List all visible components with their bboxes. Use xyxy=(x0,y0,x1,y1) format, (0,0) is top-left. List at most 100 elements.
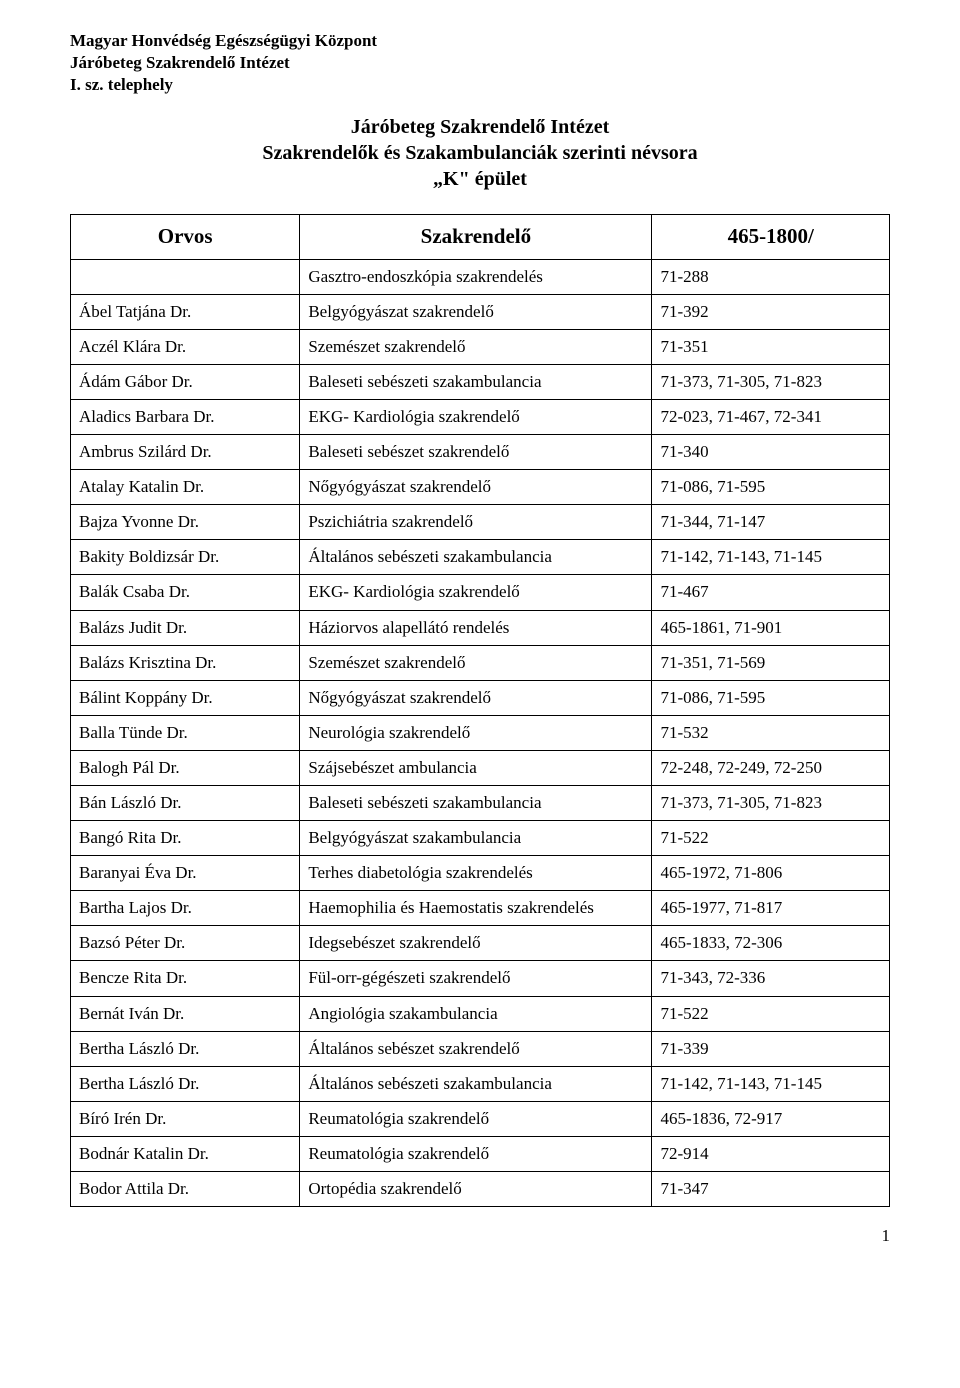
title-line-3: „K" épület xyxy=(70,166,890,192)
table-row: Bakity Boldizsár Dr.Általános sebészeti … xyxy=(71,540,890,575)
cell-doctor: Bodnár Katalin Dr. xyxy=(71,1136,300,1171)
table-row: Gasztro-endoszkópia szakrendelés71-288 xyxy=(71,259,890,294)
cell-doctor: Balázs Krisztina Dr. xyxy=(71,645,300,680)
cell-doctor: Bodor Attila Dr. xyxy=(71,1172,300,1207)
cell-department: Nőgyógyászat szakrendelő xyxy=(300,680,652,715)
cell-department: Háziorvos alapellátó rendelés xyxy=(300,610,652,645)
cell-extension: 71-467 xyxy=(652,575,890,610)
cell-extension: 72-023, 71-467, 72-341 xyxy=(652,399,890,434)
org-line-3: I. sz. telephely xyxy=(70,74,890,96)
cell-department: Fül-orr-gégészeti szakrendelő xyxy=(300,961,652,996)
cell-doctor: Ambrus Szilárd Dr. xyxy=(71,435,300,470)
table-row: Bíró Irén Dr.Reumatológia szakrendelő465… xyxy=(71,1101,890,1136)
cell-doctor: Bajza Yvonne Dr. xyxy=(71,505,300,540)
org-line-2: Járóbeteg Szakrendelő Intézet xyxy=(70,52,890,74)
table-row: Ábel Tatjána Dr.Belgyógyászat szakrendel… xyxy=(71,294,890,329)
cell-extension: 71-086, 71-595 xyxy=(652,470,890,505)
column-header-extension: 465-1800/ xyxy=(652,215,890,259)
cell-department: Belgyógyászat szakrendelő xyxy=(300,294,652,329)
cell-department: Nőgyógyászat szakrendelő xyxy=(300,470,652,505)
cell-department: Gasztro-endoszkópia szakrendelés xyxy=(300,259,652,294)
cell-extension: 72-248, 72-249, 72-250 xyxy=(652,750,890,785)
table-row: Bazsó Péter Dr.Idegsebészet szakrendelő4… xyxy=(71,926,890,961)
cell-doctor: Aczél Klára Dr. xyxy=(71,329,300,364)
table-row: Bodnár Katalin Dr.Reumatológia szakrende… xyxy=(71,1136,890,1171)
cell-doctor: Bencze Rita Dr. xyxy=(71,961,300,996)
table-row: Bangó Rita Dr.Belgyógyászat szakambulanc… xyxy=(71,821,890,856)
cell-extension: 71-522 xyxy=(652,996,890,1031)
cell-doctor: Bernát Iván Dr. xyxy=(71,996,300,1031)
cell-department: Belgyógyászat szakambulancia xyxy=(300,821,652,856)
cell-doctor: Balogh Pál Dr. xyxy=(71,750,300,785)
table-row: Balogh Pál Dr.Szájsebészet ambulancia72-… xyxy=(71,750,890,785)
table-row: Bencze Rita Dr.Fül-orr-gégészeti szakren… xyxy=(71,961,890,996)
document-title: Járóbeteg Szakrendelő Intézet Szakrendel… xyxy=(70,114,890,192)
cell-extension: 71-522 xyxy=(652,821,890,856)
cell-extension: 71-288 xyxy=(652,259,890,294)
cell-doctor: Balázs Judit Dr. xyxy=(71,610,300,645)
table-row: Bálint Koppány Dr.Nőgyógyászat szakrende… xyxy=(71,680,890,715)
cell-extension: 71-347 xyxy=(652,1172,890,1207)
doctor-directory-table: Orvos Szakrendelő 465-1800/ Gasztro-endo… xyxy=(70,214,890,1207)
table-row: Ambrus Szilárd Dr.Baleseti sebészet szak… xyxy=(71,435,890,470)
cell-department: Általános sebészeti szakambulancia xyxy=(300,1066,652,1101)
cell-doctor: Atalay Katalin Dr. xyxy=(71,470,300,505)
title-line-1: Járóbeteg Szakrendelő Intézet xyxy=(70,114,890,140)
column-header-department: Szakrendelő xyxy=(300,215,652,259)
cell-doctor: Bíró Irén Dr. xyxy=(71,1101,300,1136)
cell-extension: 465-1833, 72-306 xyxy=(652,926,890,961)
cell-extension: 71-392 xyxy=(652,294,890,329)
title-line-2: Szakrendelők és Szakambulanciák szerinti… xyxy=(70,140,890,166)
table-row: Aczél Klára Dr.Szemészet szakrendelő71-3… xyxy=(71,329,890,364)
table-row: Aladics Barbara Dr.EKG- Kardiológia szak… xyxy=(71,399,890,434)
cell-department: Baleseti sebészeti szakambulancia xyxy=(300,364,652,399)
cell-department: Szájsebészet ambulancia xyxy=(300,750,652,785)
cell-department: Baleseti sebészeti szakambulancia xyxy=(300,785,652,820)
org-line-1: Magyar Honvédség Egészségügyi Központ xyxy=(70,30,890,52)
cell-department: Baleseti sebészet szakrendelő xyxy=(300,435,652,470)
column-header-doctor: Orvos xyxy=(71,215,300,259)
cell-department: EKG- Kardiológia szakrendelő xyxy=(300,575,652,610)
cell-doctor: Balla Tünde Dr. xyxy=(71,715,300,750)
cell-extension: 71-351 xyxy=(652,329,890,364)
cell-extension: 465-1977, 71-817 xyxy=(652,891,890,926)
cell-department: Általános sebészet szakrendelő xyxy=(300,1031,652,1066)
table-row: Balázs Krisztina Dr.Szemészet szakrendel… xyxy=(71,645,890,680)
cell-extension: 465-1836, 72-917 xyxy=(652,1101,890,1136)
cell-department: EKG- Kardiológia szakrendelő xyxy=(300,399,652,434)
cell-department: Haemophilia és Haemostatis szakrendelés xyxy=(300,891,652,926)
cell-extension: 71-344, 71-147 xyxy=(652,505,890,540)
cell-department: Reumatológia szakrendelő xyxy=(300,1136,652,1171)
table-row: Bertha László Dr.Általános sebészeti sza… xyxy=(71,1066,890,1101)
cell-extension: 465-1972, 71-806 xyxy=(652,856,890,891)
cell-doctor: Bartha Lajos Dr. xyxy=(71,891,300,926)
cell-department: Neurológia szakrendelő xyxy=(300,715,652,750)
cell-doctor: Bán László Dr. xyxy=(71,785,300,820)
table-row: Bertha László Dr.Általános sebészet szak… xyxy=(71,1031,890,1066)
table-row: Bodor Attila Dr.Ortopédia szakrendelő71-… xyxy=(71,1172,890,1207)
cell-extension: 71-086, 71-595 xyxy=(652,680,890,715)
cell-doctor: Baranyai Éva Dr. xyxy=(71,856,300,891)
cell-department: Idegsebészet szakrendelő xyxy=(300,926,652,961)
cell-department: Szemészet szakrendelő xyxy=(300,645,652,680)
cell-doctor: Ádám Gábor Dr. xyxy=(71,364,300,399)
cell-department: Szemészet szakrendelő xyxy=(300,329,652,364)
table-row: Bán László Dr.Baleseti sebészeti szakamb… xyxy=(71,785,890,820)
cell-extension: 465-1861, 71-901 xyxy=(652,610,890,645)
cell-extension: 71-343, 72-336 xyxy=(652,961,890,996)
cell-extension: 71-532 xyxy=(652,715,890,750)
table-row: Atalay Katalin Dr.Nőgyógyászat szakrende… xyxy=(71,470,890,505)
table-body: Gasztro-endoszkópia szakrendelés71-288Áb… xyxy=(71,259,890,1207)
cell-doctor xyxy=(71,259,300,294)
table-row: Baranyai Éva Dr.Terhes diabetológia szak… xyxy=(71,856,890,891)
table-row: Balla Tünde Dr.Neurológia szakrendelő71-… xyxy=(71,715,890,750)
cell-doctor: Bakity Boldizsár Dr. xyxy=(71,540,300,575)
cell-department: Terhes diabetológia szakrendelés xyxy=(300,856,652,891)
cell-extension: 71-373, 71-305, 71-823 xyxy=(652,785,890,820)
cell-department: Pszichiátria szakrendelő xyxy=(300,505,652,540)
cell-department: Reumatológia szakrendelő xyxy=(300,1101,652,1136)
table-row: Balák Csaba Dr.EKG- Kardiológia szakrend… xyxy=(71,575,890,610)
cell-doctor: Bazsó Péter Dr. xyxy=(71,926,300,961)
cell-extension: 71-142, 71-143, 71-145 xyxy=(652,1066,890,1101)
cell-extension: 71-351, 71-569 xyxy=(652,645,890,680)
